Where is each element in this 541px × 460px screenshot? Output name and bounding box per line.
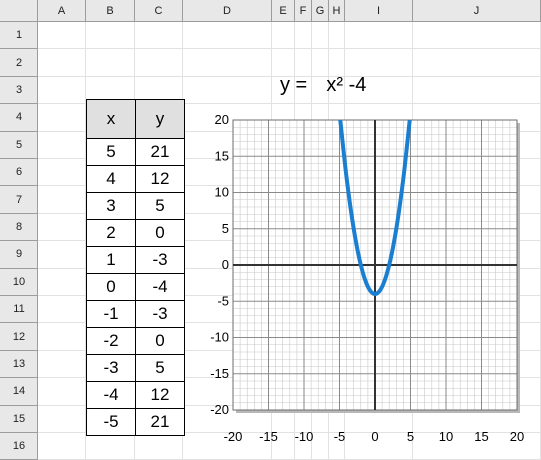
row-gridline xyxy=(38,432,541,433)
y-value-cell[interactable]: 21 xyxy=(135,138,185,166)
row-gridline xyxy=(38,75,541,77)
column-header-a[interactable]: A xyxy=(38,0,86,22)
x-tick-label: 0 xyxy=(371,429,378,444)
y-tick-label: -5 xyxy=(217,293,229,308)
table-header-y[interactable]: y xyxy=(135,99,185,139)
row-header-13[interactable]: 13 xyxy=(0,351,38,379)
column-header-d[interactable]: D xyxy=(183,0,272,22)
x-value-cell[interactable]: -4 xyxy=(86,381,136,409)
column-header-b[interactable]: B xyxy=(86,0,135,22)
y-value-cell[interactable]: -4 xyxy=(135,273,185,301)
column-header-c[interactable]: C xyxy=(135,0,183,22)
row-header-15[interactable]: 15 xyxy=(0,406,38,433)
row-header-1[interactable]: 1 xyxy=(0,22,38,50)
y-value-cell[interactable]: -3 xyxy=(135,246,185,274)
y-tick-label: 15 xyxy=(215,148,229,163)
x-tick-label: 10 xyxy=(439,429,453,444)
row-gridline xyxy=(38,103,541,105)
row-header-14[interactable]: 14 xyxy=(0,378,38,406)
row-header-bar: 1 2 3 4 5 6 7 8 9 10 11 12 13 14 15 16 xyxy=(0,22,38,460)
y-value-cell[interactable]: 12 xyxy=(135,165,185,193)
table-row: 5 21 xyxy=(86,138,185,166)
column-gridline xyxy=(85,22,86,460)
x-value-cell[interactable]: 0 xyxy=(86,273,136,301)
row-header-16[interactable]: 16 xyxy=(0,433,38,460)
row-header-12[interactable]: 12 xyxy=(0,323,38,351)
parabola-chart[interactable]: -20 -15 -10 -5 0 5 10 15 20 -20 -15 -10 -5 0 5 10 15 20 xyxy=(195,110,541,450)
x-value-cell[interactable]: -3 xyxy=(86,354,136,382)
table-row: -5 21 xyxy=(86,408,185,436)
row-header-7[interactable]: 7 xyxy=(0,186,38,214)
x-tick-label: 5 xyxy=(407,429,414,444)
y-value-cell[interactable]: -3 xyxy=(135,300,185,328)
y-tick-label: 0 xyxy=(222,257,229,272)
row-header-9[interactable]: 9 xyxy=(0,241,38,269)
y-tick-label: 5 xyxy=(222,221,229,236)
table-row: -3 5 xyxy=(86,354,185,382)
x-tick-label: -15 xyxy=(259,429,278,444)
row-header-8[interactable]: 8 xyxy=(0,214,38,242)
y-value-cell[interactable]: 5 xyxy=(135,354,185,382)
column-header-j[interactable]: J xyxy=(413,0,541,22)
table-row: -4 12 xyxy=(86,381,185,409)
y-tick-label: -10 xyxy=(210,330,229,345)
table-row: 4 12 xyxy=(86,165,185,193)
row-header-11[interactable]: 11 xyxy=(0,296,38,324)
column-header-h[interactable]: H xyxy=(329,0,345,22)
x-value-cell[interactable]: -1 xyxy=(86,300,136,328)
x-value-cell[interactable]: -2 xyxy=(86,327,136,355)
y-value-cell[interactable]: 0 xyxy=(135,219,185,247)
row-header-10[interactable]: 10 xyxy=(0,269,38,296)
y-tick-label: -20 xyxy=(210,402,229,417)
y-tick-label: 20 xyxy=(215,112,229,127)
parabola-series-line xyxy=(338,120,412,297)
column-header-i[interactable]: I xyxy=(345,0,413,22)
row-header-6[interactable]: 6 xyxy=(0,159,38,187)
equation-lhs: y = xyxy=(280,74,308,96)
x-value-cell[interactable]: 1 xyxy=(86,246,136,274)
x-tick-label: -20 xyxy=(224,429,243,444)
y-value-cell[interactable]: 5 xyxy=(135,192,185,220)
table-header-x[interactable]: x xyxy=(86,99,136,139)
row-header-2[interactable]: 2 xyxy=(0,49,38,77)
equation-title: y = x² -4 xyxy=(280,74,366,97)
table-row: -1 -3 xyxy=(86,300,185,328)
x-value-cell[interactable]: 2 xyxy=(86,219,136,247)
table-row: -2 0 xyxy=(86,327,185,355)
row-gridline xyxy=(38,48,541,50)
y-tick-label: 10 xyxy=(215,185,229,200)
x-value-cell[interactable]: 3 xyxy=(86,192,136,220)
row-header-3[interactable]: 3 xyxy=(0,77,38,105)
equation-rhs: x² -4 xyxy=(326,74,367,96)
column-header-f[interactable]: F xyxy=(295,0,312,22)
y-value-cell[interactable]: 21 xyxy=(135,408,185,436)
column-header-e[interactable]: E xyxy=(272,0,295,22)
x-tick-label: 15 xyxy=(474,429,488,444)
select-all-corner[interactable] xyxy=(0,0,38,22)
row-header-5[interactable]: 5 xyxy=(0,132,38,159)
x-value-cell[interactable]: 5 xyxy=(86,138,136,166)
x-tick-label: -10 xyxy=(295,429,314,444)
x-value-cell[interactable]: -5 xyxy=(86,408,136,436)
y-value-cell[interactable]: 12 xyxy=(135,381,185,409)
x-tick-label: 20 xyxy=(510,429,524,444)
x-tick-label: -5 xyxy=(334,429,346,444)
row-header-4[interactable]: 4 xyxy=(0,104,38,132)
table-row: 0 -4 xyxy=(86,273,185,301)
y-tick-label: -15 xyxy=(210,366,229,381)
xy-data-table: x y 5 21 4 12 3 5 2 0 1 -3 0 -4 -1 -3 -2 0 -3 5 -4 12 -5 21 xyxy=(86,99,185,436)
x-value-cell[interactable]: 4 xyxy=(86,165,136,193)
table-row: 1 -3 xyxy=(86,246,185,274)
y-value-cell[interactable]: 0 xyxy=(135,327,185,355)
column-header-g[interactable]: G xyxy=(312,0,329,22)
